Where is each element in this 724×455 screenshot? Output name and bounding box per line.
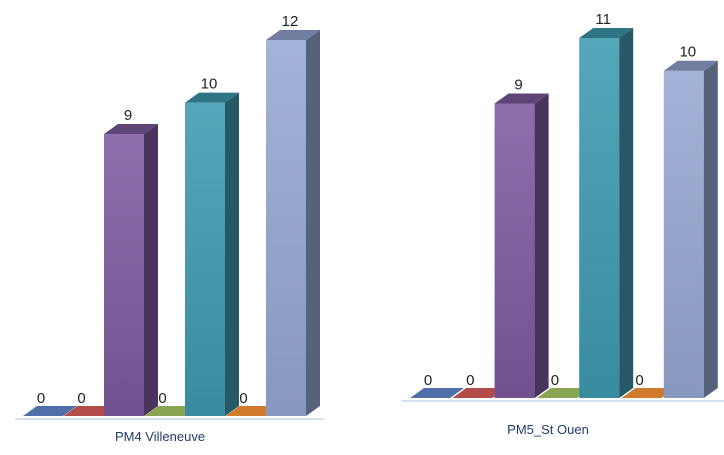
bar-side [306,30,320,416]
value-label: 0 [551,372,559,389]
bar-1 [23,406,77,416]
bar-top [185,92,239,103]
value-label: 0 [37,390,45,407]
bar-3 [494,93,549,399]
bar-flat [621,388,676,398]
bar-top [579,28,634,38]
value-label: 0 [158,390,166,407]
bar-flat [410,388,464,398]
bar-top [104,124,158,134]
value-label: 9 [514,76,522,93]
value-label: 12 [282,13,299,30]
bar-flat [536,388,591,398]
bar-front [104,134,144,416]
bar-5 [185,92,239,417]
bar-6 [621,388,676,398]
category-label: PM4 Villeneuve [115,429,205,444]
bar-front [185,102,225,417]
bar-side [144,124,158,416]
bar-side [225,92,239,417]
bar-front [663,70,704,399]
value-label: 10 [201,76,218,93]
category-label: PM5_St Ouen [507,422,589,437]
bar-top [663,60,718,71]
bar-side [619,28,634,398]
value-label: 0 [424,372,432,389]
bar-side [534,93,549,399]
value-label: 9 [124,107,132,124]
bar-front [494,103,535,399]
bar-flat [452,388,507,398]
chart-pm4-villeneuve: 0 0 9 0 10 0 12 PM4 Villeneuve [15,13,325,444]
chart-pm5-st-ouen: 0 0 9 0 11 0 10 PM5_St Ouen [402,11,724,437]
bar-1 [410,388,464,398]
bar-top [266,30,320,40]
value-label: 0 [77,390,85,407]
bar-5 [579,28,634,398]
bar-side [703,60,718,399]
bar-2 [452,388,507,398]
value-label: 0 [466,372,474,389]
bar-top [494,93,549,104]
bar-7 [266,30,320,416]
bar-front [266,40,306,416]
value-label: 11 [595,11,611,28]
bar-3 [104,124,158,416]
bar-front [579,38,620,398]
value-label: 10 [679,44,696,61]
value-label: 0 [239,390,247,407]
bar-4 [536,388,591,398]
value-label: 0 [635,372,643,389]
bar-flat [23,406,77,416]
bar-7 [663,60,718,399]
